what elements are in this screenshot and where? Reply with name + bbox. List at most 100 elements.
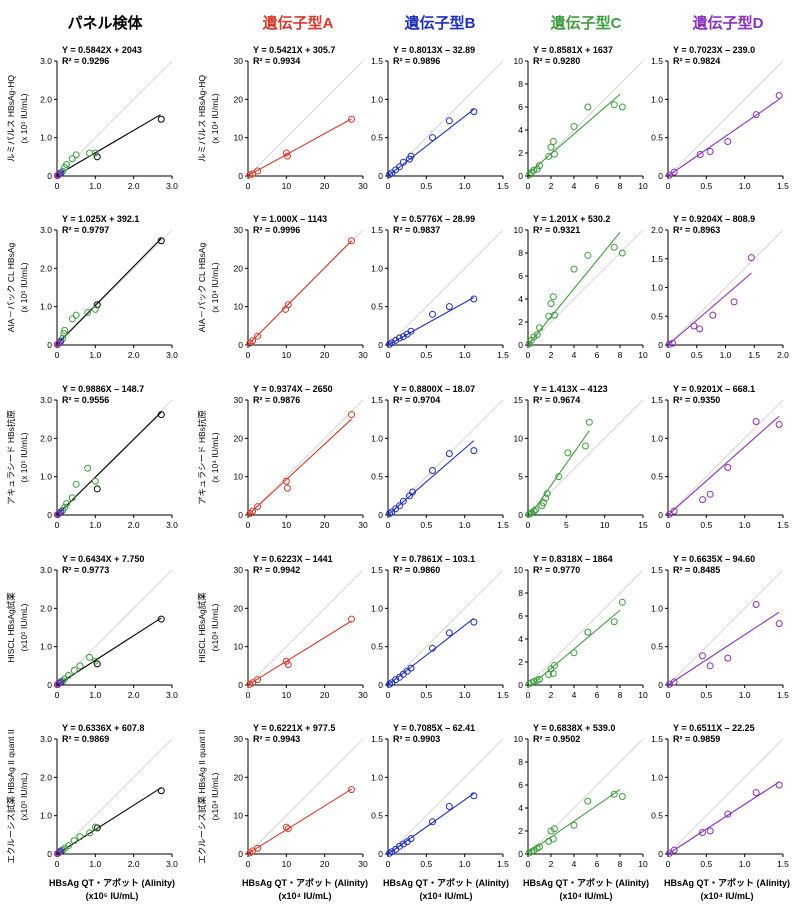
r-squared-r4c3: R² = 0.9502 bbox=[533, 734, 580, 744]
equation-r2c0: Y = 0.9886X – 148.7 bbox=[62, 384, 144, 394]
y-tick-label-r0c1-3: 30 bbox=[234, 56, 244, 66]
y-tick-label-r3c4-2: 1.0 bbox=[651, 603, 663, 613]
data-point-r0c4-6 bbox=[666, 171, 674, 179]
y-tick-label-r3c3-2: 4 bbox=[518, 634, 523, 644]
y-tick-label-r1c1-1: 10 bbox=[234, 302, 244, 312]
y-tick-label-r1c3-5: 10 bbox=[514, 225, 524, 235]
x-tick-label-r1c4-4: 2.0 bbox=[777, 350, 789, 360]
equation-r1c2: Y = 0.5776X – 28.99 bbox=[393, 214, 475, 224]
data-point-r2c4-0 bbox=[775, 421, 783, 429]
regression-line-r0c1 bbox=[247, 118, 352, 177]
data-point-r2c4-4 bbox=[699, 496, 706, 504]
data-point-r2c2-1 bbox=[445, 450, 453, 458]
y-tick-label-r0c2-2: 1.0 bbox=[371, 94, 383, 104]
data-point-r4c3-12 bbox=[525, 849, 533, 857]
x-tick-label-r2c0-1: 1.0 bbox=[89, 520, 101, 530]
y-tick-label-r1c2-3: 1.5 bbox=[371, 225, 383, 235]
regression-line-r1c3 bbox=[527, 231, 621, 346]
r-squared-r0c0: R² = 0.9296 bbox=[62, 56, 109, 66]
data-point-r1c0-10 bbox=[55, 339, 63, 347]
data-point-r3c3-7 bbox=[545, 671, 553, 679]
r-squared-r1c4: R² = 0.8963 bbox=[673, 225, 720, 235]
y-tick-label-r2c3-1: 5 bbox=[518, 472, 523, 482]
r-squared-r4c2: R² = 0.9903 bbox=[393, 734, 440, 744]
row-unit-4-0: (x10⁵ IU/mL) bbox=[19, 772, 29, 820]
x-tick-label-r4c4-1: 0.5 bbox=[700, 859, 712, 869]
x-tick-label-r4c3-1: 2 bbox=[549, 859, 554, 869]
data-point-r1c2-1 bbox=[445, 303, 453, 311]
data-point-r1c0-2 bbox=[91, 305, 99, 313]
data-point-r0c2-9 bbox=[386, 170, 394, 178]
data-point-r2c0-5 bbox=[68, 494, 76, 502]
x-tick-label-r3c3-5: 10 bbox=[638, 690, 648, 700]
regression-line-r3c0 bbox=[56, 617, 162, 686]
data-point-r1c3-5 bbox=[547, 300, 555, 308]
x-tick-label-r1c4-2: 1.0 bbox=[720, 350, 732, 360]
y-tick-label-r1c1-0: 0 bbox=[238, 340, 243, 350]
x-tick-label-r1c1-0: 0 bbox=[246, 350, 251, 360]
y-tick-label-r4c2-3: 1.5 bbox=[371, 734, 383, 744]
data-point-r3c0-5 bbox=[70, 666, 78, 674]
y-tick-label-r2c3-3: 15 bbox=[514, 395, 524, 405]
regression-line-r3c1 bbox=[247, 620, 352, 686]
data-point-r1c3-4 bbox=[549, 293, 557, 301]
r-squared-r3c3: R² = 0.9770 bbox=[533, 565, 580, 575]
y-tick-label-r4c1-1: 10 bbox=[234, 811, 244, 821]
r-squared-r1c1: R² = 0.9996 bbox=[253, 225, 300, 235]
data-point-r1c2-5 bbox=[399, 333, 407, 341]
data-point-r2c4-6 bbox=[666, 510, 674, 518]
y-tick-label-r1c0-3: 3.0 bbox=[40, 225, 52, 235]
equation-r1c1: Y = 1.000X – 1143 bbox=[253, 214, 327, 224]
data-point-r3c4-6 bbox=[666, 680, 674, 688]
equation-r3c0: Y = 0.6434X + 7.750 bbox=[62, 554, 144, 564]
regression-line-r2c3 bbox=[529, 430, 590, 516]
identity-line-r2c4 bbox=[667, 399, 784, 516]
x-tick-label-r4c3-5: 10 bbox=[638, 859, 648, 869]
data-point-r2c1-0 bbox=[348, 411, 355, 419]
data-point-r2c1-5 bbox=[246, 509, 254, 517]
y-tick-label-r2c4-2: 1.0 bbox=[651, 433, 663, 443]
data-point-r0c4-0 bbox=[775, 92, 783, 99]
data-point-r3c0-12 bbox=[53, 681, 61, 689]
data-point-r1c0-1 bbox=[93, 301, 101, 309]
data-point-r1c0-0 bbox=[157, 237, 165, 245]
equation-r4c0: Y = 0.6336X + 607.8 bbox=[62, 723, 144, 733]
regression-line-r4c3 bbox=[527, 789, 621, 854]
regression-line-r4c4 bbox=[667, 781, 780, 855]
x-tick-label-r3c0-1: 1.0 bbox=[89, 690, 101, 700]
y-tick-label-r4c0-2: 2.0 bbox=[40, 772, 52, 782]
data-point-r4c4-2 bbox=[724, 810, 732, 818]
data-point-r3c2-2 bbox=[428, 644, 436, 652]
y-tick-label-r1c0-1: 1.0 bbox=[40, 302, 52, 312]
data-point-r4c3-7 bbox=[545, 837, 553, 845]
y-tick-label-r2c4-1: 0.5 bbox=[651, 472, 663, 482]
row-label-2-1: アキュラシード HBs抗原 bbox=[197, 410, 207, 505]
y-tick-label-r1c3-2: 4 bbox=[518, 294, 523, 304]
x-tick-label-r0c1-3: 30 bbox=[358, 181, 368, 191]
x-tick-label-r1c2-3: 1.5 bbox=[497, 350, 509, 360]
data-point-r0c3-1 bbox=[610, 101, 618, 109]
row-unit-2-1: (x 10⁴ IU/mL) bbox=[210, 432, 220, 483]
x-tick-label-r1c2-1: 0.5 bbox=[420, 350, 432, 360]
data-point-r0c0-1 bbox=[93, 153, 101, 161]
y-tick-label-r4c0-1: 1.0 bbox=[40, 811, 52, 821]
data-point-r4c0-2 bbox=[91, 823, 99, 831]
x-tick-label-r2c1-0: 0 bbox=[246, 520, 251, 530]
x-tick-label-r4c4-3: 1.5 bbox=[777, 859, 789, 869]
x-tick-label-r4c2-3: 1.5 bbox=[497, 859, 509, 869]
data-point-r3c3-6 bbox=[549, 670, 557, 677]
data-point-r3c0-4 bbox=[76, 662, 84, 670]
x-tick-label-r2c3-0: 0 bbox=[526, 520, 531, 530]
data-point-r3c4-4 bbox=[699, 652, 706, 660]
data-point-r4c2-0 bbox=[470, 792, 478, 800]
x-tick-label-r2c3-3: 15 bbox=[638, 520, 648, 530]
x-tick-label-r4c0-2: 2.0 bbox=[128, 859, 140, 869]
x-tick-label-r4c1-0: 0 bbox=[246, 859, 251, 869]
y-tick-label-r0c0-0: 0 bbox=[47, 171, 52, 181]
identity-line-r2c3 bbox=[527, 399, 644, 516]
x-tick-label-r3c0-0: 0 bbox=[55, 690, 60, 700]
data-point-r2c0-3 bbox=[84, 464, 92, 472]
equation-r4c4: Y = 0.6511X – 22.25 bbox=[673, 723, 755, 733]
x-tick-label-r0c3-2: 4 bbox=[572, 181, 577, 191]
x-tick-label-r1c4-0: 0 bbox=[666, 350, 671, 360]
